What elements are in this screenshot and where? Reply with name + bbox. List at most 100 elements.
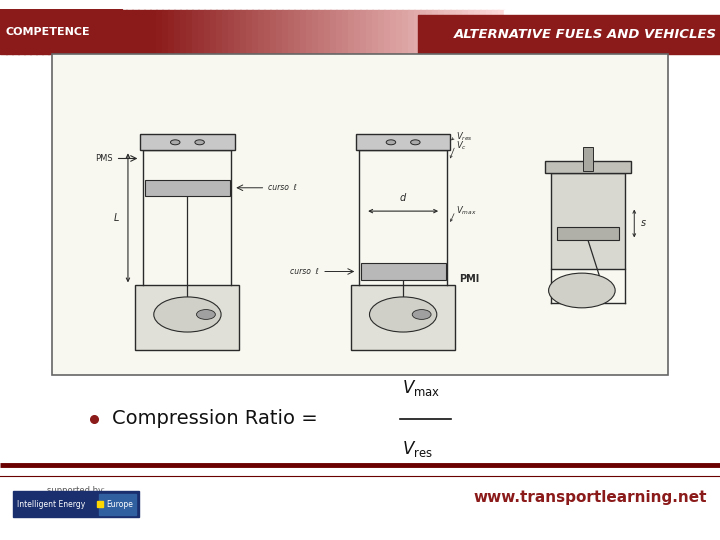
Bar (504, 10, 511, 54)
Bar (390, 10, 397, 54)
Bar (534, 10, 541, 54)
Bar (252, 10, 259, 54)
Bar (174, 10, 181, 54)
Bar (624, 10, 631, 54)
Bar (282, 10, 289, 54)
Bar (648, 10, 655, 54)
Bar (144, 10, 151, 54)
Bar (324, 10, 331, 54)
Bar (462, 10, 469, 54)
Circle shape (171, 140, 180, 145)
Bar (156, 10, 163, 54)
Bar (120, 10, 127, 54)
Bar (545, 161, 631, 173)
Bar (52, 54, 668, 375)
Text: d: d (400, 193, 406, 203)
Bar (660, 10, 667, 54)
Bar (468, 10, 475, 54)
Bar (96, 10, 104, 54)
Bar (672, 10, 680, 54)
Bar (318, 10, 325, 54)
Bar (361, 264, 446, 280)
Bar (258, 10, 266, 54)
Bar (426, 10, 433, 54)
Bar (312, 10, 320, 54)
Bar (540, 10, 547, 54)
Bar (13, 491, 139, 517)
Bar (138, 10, 145, 54)
Polygon shape (0, 10, 140, 54)
Bar (666, 10, 673, 54)
Bar (552, 10, 559, 54)
Circle shape (386, 140, 396, 145)
Bar (351, 285, 455, 350)
Bar (384, 10, 392, 54)
Bar (588, 10, 595, 54)
Bar (342, 10, 349, 54)
Bar (557, 227, 619, 240)
Bar (418, 15, 720, 54)
Bar (378, 10, 385, 54)
Bar (594, 10, 601, 54)
Bar (576, 10, 583, 54)
Bar (348, 10, 356, 54)
Bar (516, 10, 523, 54)
Bar (294, 10, 302, 54)
Text: $\mathit{V}_{\mathrm{res}}$: $\mathit{V}_{\mathrm{res}}$ (402, 439, 433, 459)
Bar (228, 10, 235, 54)
Bar (402, 10, 410, 54)
Bar (99, 494, 137, 515)
Bar (72, 10, 79, 54)
Bar (114, 10, 122, 54)
Bar (444, 10, 451, 54)
Bar (36, 10, 43, 54)
Text: curso  ℓ: curso ℓ (290, 267, 319, 276)
Bar (450, 10, 457, 54)
Bar (336, 10, 343, 54)
Bar (414, 10, 421, 54)
Bar (54, 10, 61, 54)
Bar (480, 10, 487, 54)
Bar (612, 10, 619, 54)
Bar (18, 10, 25, 54)
Text: www.transportlearning.net: www.transportlearning.net (474, 490, 707, 505)
Bar (456, 10, 464, 54)
Bar (366, 10, 374, 54)
Bar (636, 10, 644, 54)
Bar (420, 10, 428, 54)
Bar (714, 10, 720, 54)
Bar (630, 10, 637, 54)
Bar (132, 10, 140, 54)
Bar (48, 10, 55, 54)
Bar (690, 10, 698, 54)
Bar (222, 10, 230, 54)
Bar (204, 10, 212, 54)
Bar (528, 10, 536, 54)
Bar (210, 10, 217, 54)
Bar (396, 10, 403, 54)
Bar (570, 10, 577, 54)
Text: Europe: Europe (107, 500, 133, 509)
Bar (551, 173, 625, 269)
Bar (300, 10, 307, 54)
Bar (654, 10, 662, 54)
Bar (582, 10, 590, 54)
Bar (642, 10, 649, 54)
Circle shape (549, 273, 615, 308)
Bar (30, 10, 37, 54)
Text: Intelligent Energy: Intelligent Energy (17, 500, 85, 509)
Bar (678, 10, 685, 54)
Bar (702, 10, 709, 54)
Bar (306, 10, 313, 54)
Circle shape (369, 297, 437, 332)
Bar (438, 10, 446, 54)
Bar (356, 134, 450, 151)
Text: PMI: PMI (459, 274, 480, 284)
Bar (600, 10, 608, 54)
Bar (6, 10, 14, 54)
Bar (168, 10, 176, 54)
Bar (618, 10, 626, 54)
Bar (276, 10, 284, 54)
Text: $\mathit{V}_{\mathrm{max}}$: $\mathit{V}_{\mathrm{max}}$ (402, 378, 440, 398)
Bar (162, 10, 169, 54)
